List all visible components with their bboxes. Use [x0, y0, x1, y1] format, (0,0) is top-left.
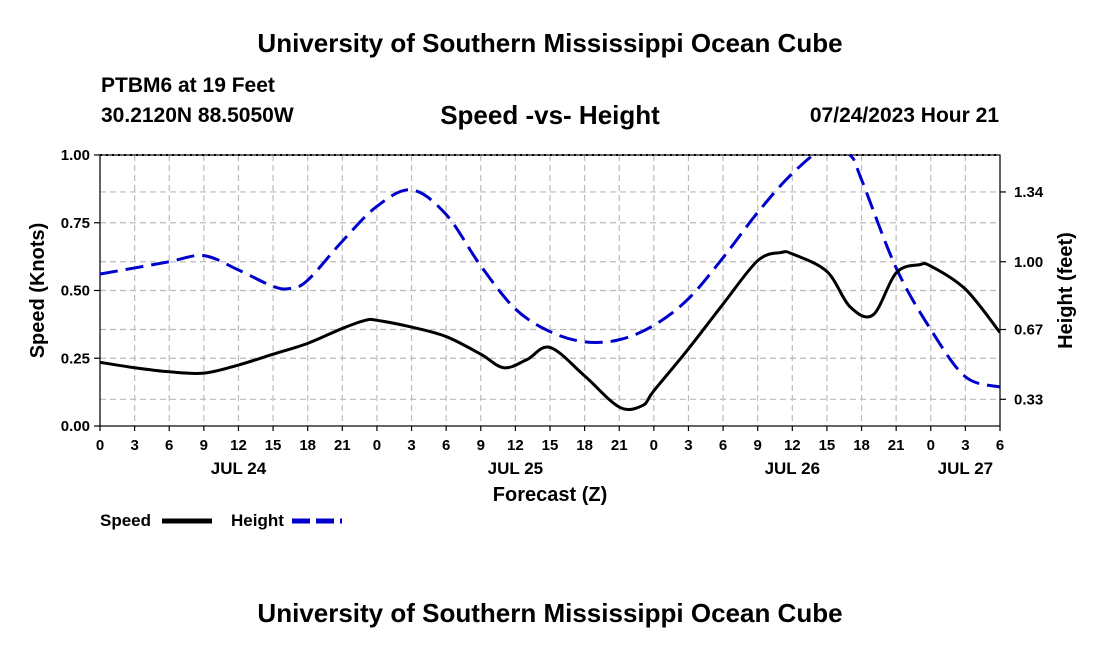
x-tick-label: 12 [784, 437, 801, 454]
x-date-label: JUL 25 [488, 459, 543, 478]
x-tick-label: 21 [334, 437, 351, 454]
x-tick-label: 0 [927, 437, 935, 454]
x-tick-label: 9 [477, 437, 485, 454]
chart-subtitle: Speed -vs- Height [440, 100, 660, 130]
x-tick-label: 3 [130, 437, 138, 454]
x-date-label: JUL 27 [938, 459, 993, 478]
x-tick-label: 3 [684, 437, 692, 454]
x-tick-label: 3 [407, 437, 415, 454]
x-tick-label: 0 [650, 437, 658, 454]
legend-label-speed: Speed [100, 511, 151, 530]
chart-legend: Speed Height [100, 511, 342, 530]
y2-axis-label: Height (feet) [1055, 232, 1077, 349]
page-title: University of Southern Mississippi Ocean… [257, 28, 843, 58]
x-date-label: JUL 26 [765, 459, 820, 478]
x-tick-label: 0 [96, 437, 104, 454]
height-series-line [100, 155, 1000, 389]
forecast-datetime: 07/24/2023 Hour 21 [809, 104, 999, 127]
y2-tick-label: 1.34 [1014, 184, 1044, 201]
x-tick-label: 9 [200, 437, 208, 454]
x-tick-label: 21 [611, 437, 628, 454]
footer-title: University of Southern Mississippi Ocean… [257, 598, 843, 628]
y-tick-label: 0.75 [61, 215, 90, 232]
legend-label-height: Height [231, 511, 284, 530]
x-tick-label: 6 [442, 437, 450, 454]
station-label: PTBM6 at 19 Feet [101, 74, 275, 97]
x-tick-label: 6 [996, 437, 1004, 454]
x-tick-label: 3 [961, 437, 969, 454]
y2-tick-label: 0.67 [1014, 322, 1043, 339]
x-tick-label: 15 [819, 437, 836, 454]
y-tick-label: 0.25 [61, 350, 90, 367]
y-axis-label: Speed (Knots) [27, 223, 49, 359]
x-tick-label: 18 [299, 437, 316, 454]
x-tick-label: 18 [576, 437, 593, 454]
x-date-label: JUL 24 [211, 459, 267, 478]
x-tick-label: 6 [165, 437, 173, 454]
x-tick-label: 15 [265, 437, 282, 454]
x-tick-label: 18 [853, 437, 870, 454]
x-tick-label: 12 [507, 437, 524, 454]
x-tick-label: 12 [230, 437, 247, 454]
y-tick-label: 0.00 [61, 418, 90, 435]
speed-series-line [100, 250, 1000, 411]
y-tick-label: 0.50 [61, 283, 90, 300]
x-tick-label: 21 [888, 437, 905, 454]
x-tick-label: 0 [373, 437, 381, 454]
y2-tick-label: 1.00 [1014, 254, 1043, 271]
y2-tick-label: 0.33 [1014, 391, 1043, 408]
x-axis-label: Forecast (Z) [493, 484, 607, 506]
station-coordinates: 30.2120N 88.5050W [101, 104, 294, 127]
x-tick-label: 9 [754, 437, 762, 454]
x-tick-label: 15 [542, 437, 559, 454]
y-tick-label: 1.00 [61, 147, 90, 164]
grid-lines [99, 155, 1001, 426]
x-tick-label: 6 [719, 437, 727, 454]
